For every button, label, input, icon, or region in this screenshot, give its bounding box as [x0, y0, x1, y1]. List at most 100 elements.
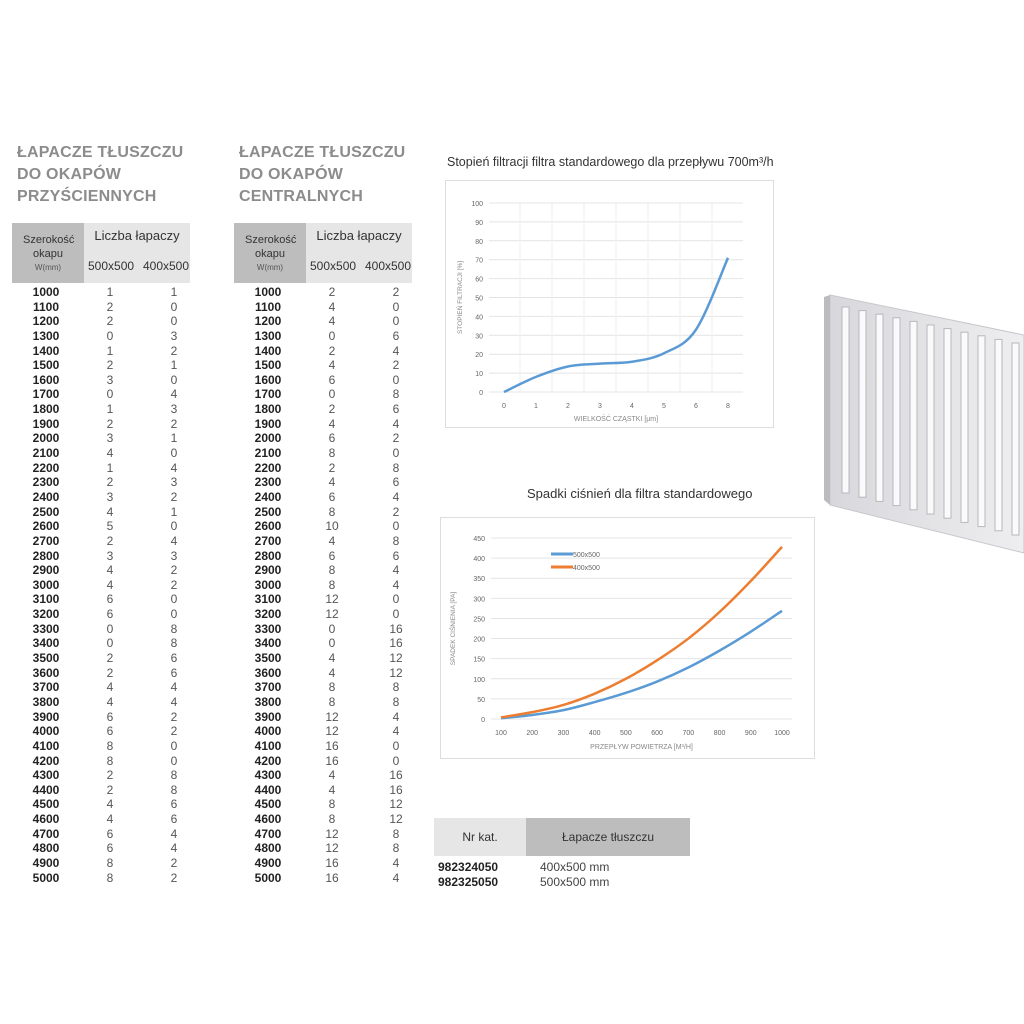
count-400x500-cell: 0	[392, 299, 400, 314]
count-400x500-cell: 0	[392, 372, 400, 387]
table-row: 4900 8 2	[12, 856, 190, 871]
table-row: 1700 0 4	[12, 387, 190, 402]
count-500x500-cell: 4	[106, 563, 114, 578]
y-tick-label: 300	[473, 596, 485, 603]
y-tick-label: 10	[475, 371, 483, 378]
width-header: Szerokość okapu W(mm)	[12, 223, 84, 283]
legend-label: 400x500	[573, 565, 600, 572]
width-cell: 1600	[32, 372, 60, 387]
y-tick-label: 30	[475, 333, 483, 340]
count-400x500-cell: 0	[170, 314, 178, 329]
count-500x500-cell: 2	[106, 665, 114, 680]
table-row: 2700 2 4	[12, 534, 190, 549]
count-500x500-cell: 0	[106, 387, 114, 402]
width-cell: 4000	[254, 724, 282, 739]
count-500x500-cell: 4	[328, 782, 336, 797]
x-tick-label: 6	[694, 403, 698, 410]
x-tick-label: 400	[589, 730, 601, 737]
y-tick-label: 150	[473, 657, 485, 664]
col-500x500-header: 500x500	[88, 259, 135, 273]
filtration-chart: 0 10 20 30 40 50 60 70 80 90 100 0 1 2 3 4 5 6 8 WIELKOŚĆ C…	[445, 180, 774, 428]
table-row: 4800 6 4	[12, 841, 190, 856]
count-500x500-cell: 12	[325, 826, 339, 841]
width-cell: 3000	[254, 577, 282, 592]
title-line: DO OKAPÓW	[17, 166, 122, 183]
count-400x500-cell: 12	[389, 797, 403, 812]
table-row: 4100 8 0	[12, 739, 190, 754]
table-row: 3700 8 8	[234, 680, 412, 695]
table-row: 1300 0 6	[234, 329, 412, 344]
y-tick-label: 250	[473, 616, 485, 623]
count-400x500-cell: 8	[170, 636, 178, 651]
table-row: 3800 4 4	[12, 695, 190, 710]
count-500x500-cell: 1	[106, 460, 114, 475]
count-400x500-cell: 1	[170, 504, 178, 519]
width-cell: 1700	[32, 387, 60, 402]
table-row: 2800 3 3	[12, 549, 190, 564]
table-row: 1900 2 2	[12, 417, 190, 432]
count-400x500-cell: 6	[170, 812, 178, 827]
count-500x500-cell: 2	[328, 402, 336, 417]
count-500x500-cell: 4	[328, 533, 336, 548]
filter-slot	[926, 324, 935, 515]
table-row: 1800 1 3	[12, 402, 190, 417]
count-500x500-cell: 4	[328, 651, 336, 666]
count-500x500-cell: 6	[328, 431, 336, 446]
count-500x500-cell: 0	[328, 636, 336, 651]
legend-label: 500x500	[573, 552, 600, 559]
width-cell: 2200	[254, 460, 282, 475]
width-cell: 2400	[32, 489, 60, 504]
table-row: 4500 8 12	[234, 797, 412, 812]
width-cell: 1100	[32, 299, 60, 314]
count-500x500-cell: 4	[328, 314, 336, 329]
y-tick-label: 70	[475, 258, 483, 265]
table-row: 3400 0 8	[12, 636, 190, 651]
count-500x500-cell: 2	[106, 358, 114, 373]
table-row: 2100 8 0	[234, 446, 412, 461]
count-400x500-cell: 1	[170, 431, 178, 446]
width-cell: 4600	[32, 812, 60, 827]
count-400x500-cell: 2	[392, 358, 400, 373]
count-400x500-cell: 8	[392, 694, 400, 709]
count-500x500-cell: 8	[328, 680, 336, 695]
x-axis-label: WIELKOŚĆ CZĄSTKI [µm]	[574, 414, 658, 423]
width-cell: 4400	[32, 782, 60, 797]
count-400x500-cell: 8	[392, 387, 400, 402]
width-cell: 2300	[32, 475, 60, 490]
count-500x500-cell: 4	[106, 504, 114, 519]
count-500x500-cell: 4	[106, 577, 114, 592]
series-line	[500, 546, 783, 719]
table-row: 3800 8 8	[234, 695, 412, 710]
filtration-chart-title: Stopień filtracji filtra standardowego d…	[447, 155, 774, 169]
width-cell: 1500	[254, 358, 282, 373]
width-cell: 2400	[254, 489, 282, 504]
table-row: 4700 12 8	[234, 827, 412, 842]
count-400x500-cell: 0	[170, 738, 178, 753]
count-500x500-cell: 8	[106, 870, 114, 885]
y-tick-label: 90	[475, 220, 483, 227]
table-row: 1900 4 4	[234, 417, 412, 432]
width-cell: 1800	[254, 402, 282, 417]
y-tick-label: 50	[475, 296, 483, 303]
count-500x500-cell: 0	[328, 621, 336, 636]
catalog-number: 982324050	[438, 860, 499, 874]
width-cell: 3500	[254, 651, 282, 666]
count-400x500-cell: 4	[392, 343, 400, 358]
count-400x500-cell: 2	[170, 489, 178, 504]
filter-slot	[875, 313, 884, 502]
width-cell: 3700	[32, 680, 60, 695]
width-cell: 3800	[32, 694, 60, 709]
width-cell: 1100	[254, 299, 282, 314]
count-500x500-cell: 2	[106, 299, 114, 314]
width-cell: 3600	[32, 665, 60, 680]
count-500x500-cell: 12	[325, 709, 339, 724]
table-row: 2800 6 6	[234, 549, 412, 564]
width-cell: 3100	[254, 592, 282, 607]
count-400x500-cell: 3	[170, 475, 178, 490]
width-unit: W(mm)	[34, 263, 62, 272]
count-400x500-cell: 0	[392, 519, 400, 534]
count-500x500-cell: 0	[106, 328, 114, 343]
table-row: 3200 6 0	[12, 607, 190, 622]
count-500x500-cell: 0	[106, 636, 114, 651]
y-tick-label: 450	[473, 536, 485, 543]
